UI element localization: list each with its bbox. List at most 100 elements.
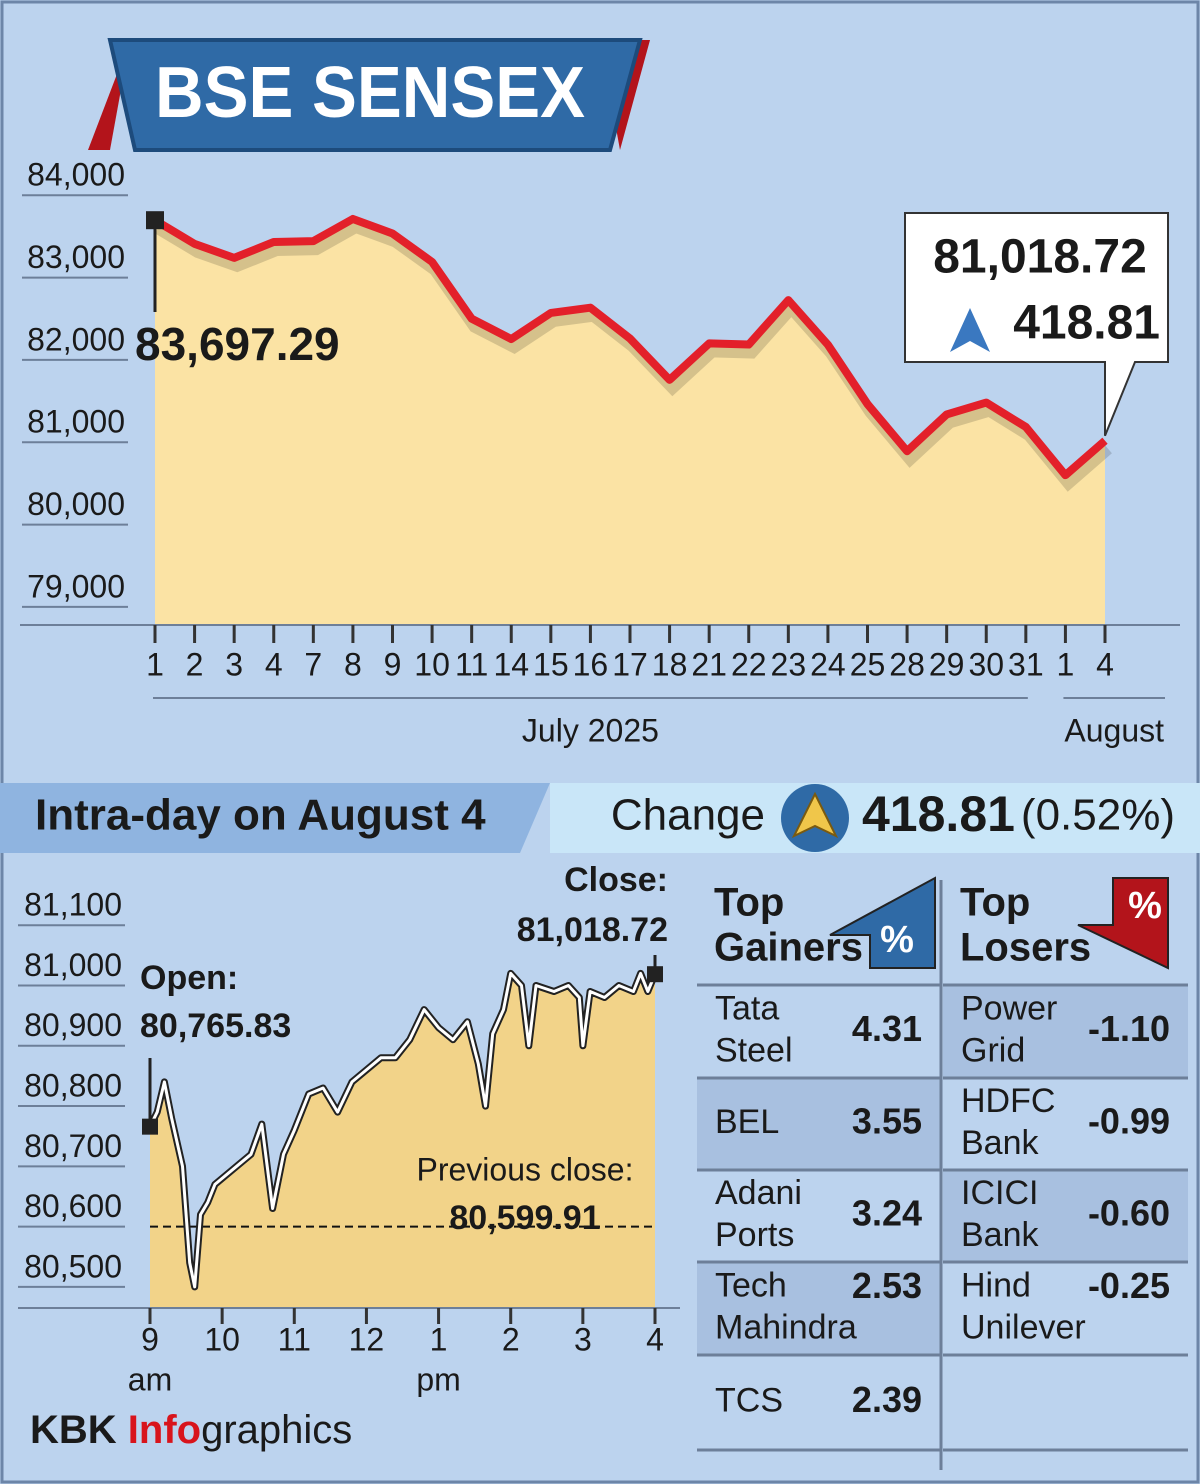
stock-name: BEL (715, 1103, 779, 1141)
close-value: 81,018.72 (517, 911, 668, 949)
group-label: July 2025 (522, 712, 659, 748)
row-bg (943, 1355, 1188, 1450)
area (155, 218, 1105, 625)
close-marker (647, 966, 663, 983)
row-bg (943, 1262, 1188, 1355)
change-label: Change (611, 791, 765, 840)
section-tab (0, 783, 550, 853)
x-tick-label: 31 (1008, 646, 1044, 682)
y-tick-label: 80,500 (24, 1248, 122, 1284)
stock-change: -0.99 (1088, 1101, 1170, 1142)
credit-c: graphics (201, 1408, 352, 1452)
end-change: 418.81 (1013, 297, 1160, 350)
icon (1077, 877, 1169, 970)
y-tick-label: 81,000 (24, 947, 122, 983)
title: BSE SENSEX (155, 53, 585, 133)
x-tick-label: 24 (810, 646, 846, 682)
icon-label: % (880, 919, 914, 961)
table-title: Top (714, 881, 784, 925)
callout (904, 212, 1169, 437)
period-label: pm (416, 1361, 460, 1397)
x-tick-label: 17 (612, 646, 648, 682)
change-percent: (0.52%) (1021, 791, 1175, 840)
name-part: Unilever (961, 1308, 1086, 1346)
stock-change: -0.25 (1088, 1265, 1170, 1306)
x-tick-label: 10 (204, 1321, 240, 1357)
x-tick-label: 7 (304, 646, 322, 682)
y-tick-label: 82,000 (27, 321, 125, 357)
open-label: Open: (140, 959, 238, 997)
stock-name: ICICI Bank (961, 1174, 1039, 1254)
line (152, 214, 1108, 480)
period-label: am (128, 1361, 172, 1397)
icon (829, 876, 936, 969)
icon-label: % (1128, 885, 1162, 927)
row-bg (943, 985, 1188, 1078)
stock-name: HDFC Bank (961, 1082, 1055, 1162)
group-label: August (1064, 712, 1164, 748)
line (148, 971, 657, 1289)
credit: KBK Infographics (30, 1408, 352, 1452)
name-part: Tech (715, 1266, 787, 1304)
x-tick-label: 25 (850, 646, 886, 682)
open-marker (142, 1118, 158, 1135)
name-part: Grid (961, 1031, 1025, 1069)
y-tick-label: 80,000 (27, 486, 125, 522)
x-tick-label: 30 (968, 646, 1004, 682)
stock-name: Power Grid (961, 989, 1057, 1069)
x-tick-label: 15 (533, 646, 569, 682)
x-tick-label: 11 (455, 646, 488, 682)
x-tick-label: 2 (502, 1321, 520, 1357)
y-tick-label: 80,900 (24, 1007, 122, 1043)
x-tick-label: 9 (384, 646, 402, 682)
stock-change: 3.55 (852, 1101, 922, 1142)
x-tick-label: 28 (889, 646, 925, 682)
x-tick-label: 16 (573, 646, 609, 682)
x-tick-label: 14 (493, 646, 529, 682)
banner (107, 38, 643, 152)
name-part: Tata (715, 989, 779, 1027)
x-tick-label: 2 (186, 646, 204, 682)
stock-change: 4.31 (852, 1008, 922, 1049)
table-title: Losers (960, 926, 1091, 970)
name-part: Power (961, 989, 1057, 1027)
y-tick-label: 81,000 (27, 404, 125, 440)
x-tick-label: 4 (265, 646, 283, 682)
x-tick-label: 4 (1096, 646, 1114, 682)
y-tick-label: 79,000 (27, 568, 125, 604)
x-tick-label: 1 (430, 1321, 448, 1357)
x-tick-label: 12 (349, 1321, 385, 1357)
y-tick-label: 81,100 (24, 887, 122, 923)
stock-name: Tata Steel (715, 989, 793, 1069)
name-part: Mahindra (715, 1308, 857, 1346)
x-tick-label: 18 (652, 646, 688, 682)
y-tick-label: 83,000 (27, 239, 125, 275)
x-tick-label: 11 (278, 1321, 311, 1357)
name-part: Adani (715, 1174, 802, 1212)
y-tick-label: 84,000 (27, 157, 125, 193)
x-tick-label: 8 (344, 646, 362, 682)
area (150, 973, 655, 1308)
name-part: HDFC (961, 1082, 1055, 1120)
row-bg (697, 1078, 940, 1170)
y-tick-label: 80,700 (24, 1128, 122, 1164)
close-label: Close: (564, 861, 668, 899)
row-bg (943, 1078, 1188, 1170)
name-part: Bank (961, 1124, 1039, 1162)
stock-name: Adani Ports (715, 1174, 802, 1254)
x-tick-label: 1 (146, 646, 164, 682)
row-bg (697, 1355, 940, 1450)
x-tick-label: 21 (691, 646, 727, 682)
end-label: 81,018.72 (933, 231, 1147, 284)
stock-change: -1.10 (1088, 1008, 1170, 1049)
name-part: ICICI (961, 1174, 1038, 1212)
x-tick-label: 9 (141, 1321, 159, 1357)
up-arrow (950, 308, 990, 352)
stock-change: 2.53 (852, 1265, 922, 1306)
up-arrow (791, 791, 839, 839)
change-value: 418.81 (862, 786, 1015, 842)
x-tick-label: 3 (225, 646, 243, 682)
